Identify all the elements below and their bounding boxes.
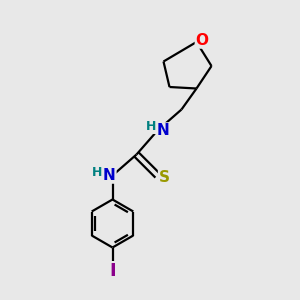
Text: S: S bbox=[159, 169, 170, 184]
Text: I: I bbox=[109, 262, 116, 280]
Text: H: H bbox=[92, 166, 103, 179]
Text: H: H bbox=[146, 120, 156, 134]
Text: N: N bbox=[157, 123, 169, 138]
Text: N: N bbox=[103, 168, 116, 183]
Text: O: O bbox=[195, 33, 208, 48]
